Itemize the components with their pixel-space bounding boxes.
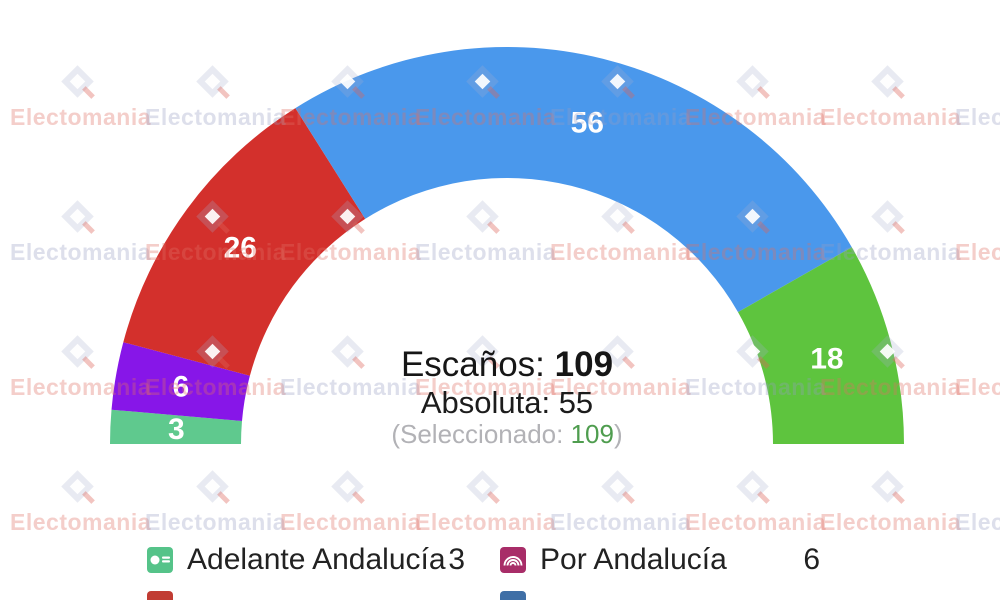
total-seats-line: Escaños: 109 <box>7 345 1000 385</box>
absolute-majority-line: Absoluta: 55 <box>7 385 1000 421</box>
legend-party-name: Adelante Andalucía <box>187 543 446 576</box>
selected-seats-value: 109 <box>570 419 614 449</box>
arc-segment-seats-18[interactable] <box>738 247 904 444</box>
legend-seat-count: 3 <box>448 543 465 576</box>
absolute-majority-label: Absoluta: <box>420 385 559 420</box>
adelante-logo-icon <box>147 547 173 573</box>
rainbow-logo-icon <box>500 547 526 573</box>
arc-segment-seats-56[interactable] <box>295 47 852 313</box>
segment-seat-count: 3 <box>168 413 185 446</box>
legend-seat-count: 6 <box>803 543 820 576</box>
party-logo-icon <box>147 591 173 600</box>
absolute-majority-value: 55 <box>558 385 594 420</box>
selected-seats-line: (Seleccionado: 109) <box>7 419 1000 450</box>
legend-item-red-party-clipped[interactable] <box>147 590 465 600</box>
segment-seat-count: 26 <box>224 231 257 264</box>
segment-seat-count: 6 <box>173 371 190 404</box>
party-logo-icon <box>500 591 526 600</box>
legend-party-name: Por Andalucía <box>540 543 727 576</box>
total-seats-label: Escaños: <box>400 345 555 384</box>
legend-item-por-andalucia[interactable]: Por Andalucía 6 <box>500 543 820 576</box>
segment-seat-count: 56 <box>571 106 604 139</box>
total-seats-value: 109 <box>554 345 614 384</box>
legend-item-blue-party-clipped[interactable] <box>500 590 820 600</box>
segment-seat-count: 18 <box>810 343 843 376</box>
selected-prefix: (Seleccionado: <box>391 419 571 449</box>
arc-segment-por-andalucía[interactable] <box>111 342 250 421</box>
arc-segment-seats-26[interactable] <box>123 108 366 376</box>
arc-segment-adelante-andalucía[interactable] <box>110 409 242 444</box>
selected-suffix: ) <box>613 419 623 449</box>
legend-item-adelante-andalucia[interactable]: Adelante Andalucía 3 <box>147 543 465 576</box>
